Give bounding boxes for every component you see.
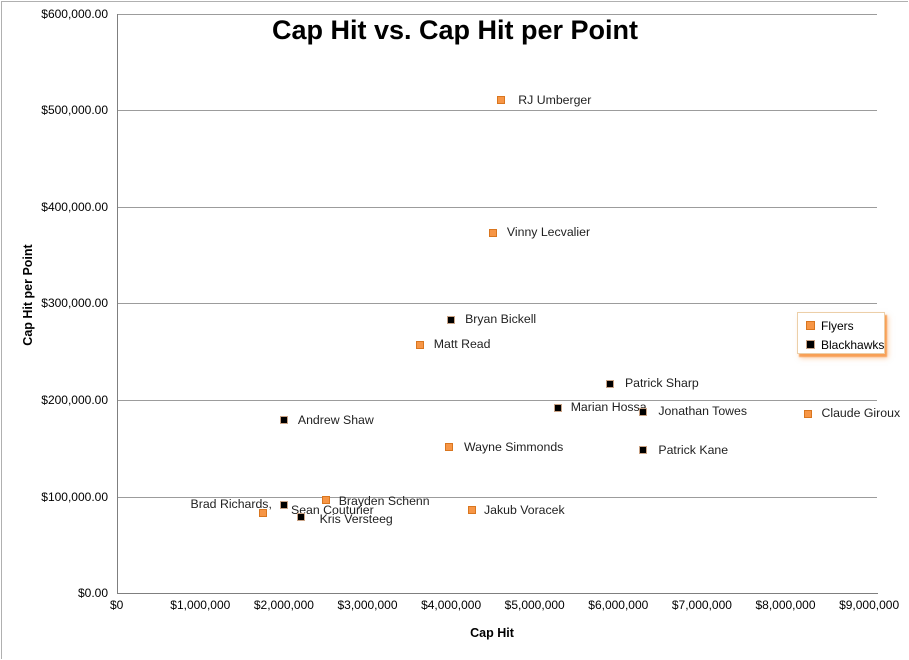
marker-brayden-schenn <box>321 495 330 504</box>
label-wayne-simmonds: Wayne Simmonds <box>464 439 564 454</box>
x-tick-label: $6,000,000 <box>588 598 649 612</box>
chart-border-top <box>1 1 908 2</box>
x-tick-label: $4,000,000 <box>421 598 482 612</box>
marker-patrick-sharp <box>605 379 614 388</box>
label-patrick-sharp: Patrick Sharp <box>624 376 699 391</box>
y-gridline-200000 <box>116 400 877 402</box>
y-gridline-500000 <box>116 110 877 112</box>
label-marian-hossa: Marian Hossa <box>570 400 647 415</box>
label-jonathan-towes: Jonathan Towes <box>658 404 748 419</box>
legend-swatch-flyers <box>806 321 815 330</box>
x-axis-line <box>116 593 878 595</box>
marker-sean-couturier <box>259 509 267 518</box>
marker-jakub-voracek <box>468 506 476 515</box>
x-tick-label: $0 <box>110 598 124 612</box>
y-gridline-600000 <box>116 13 877 15</box>
marker-matt-read <box>415 340 424 349</box>
legend-swatch-blackhawks <box>806 340 815 349</box>
marker-brad-richards <box>279 501 288 510</box>
chart-title: Cap Hit vs. Cap Hit per Point <box>271 15 639 45</box>
legend-label-flyers: Flyers <box>821 318 854 333</box>
x-tick-label: $2,000,000 <box>253 598 314 612</box>
label-jakub-voracek: Jakub Voracek <box>484 502 565 517</box>
marker-marian-hossa <box>553 403 562 412</box>
marker-claude-giroux <box>804 409 813 418</box>
y-axis-line <box>116 13 118 594</box>
marker-bryan-bickell <box>447 315 456 324</box>
x-tick-label: $3,000,000 <box>337 598 398 612</box>
y-tick-label: $100,000.00 <box>41 489 108 504</box>
chart-border-left <box>1 1 2 659</box>
legend: Flyers Blackhawks <box>797 312 885 354</box>
marker-andrew-shaw <box>279 416 288 425</box>
x-tick-label: $1,000,000 <box>170 598 231 612</box>
y-gridline-400000 <box>116 206 877 208</box>
legend-label-blackhawks: Blackhawks <box>821 337 885 352</box>
x-tick-label: $9,000,000 <box>839 598 900 612</box>
marker-jonathan-towes <box>639 407 648 416</box>
y-tick-label: $200,000.00 <box>41 393 108 408</box>
marker-vinny-lecvalier <box>488 228 497 237</box>
y-tick-label: $500,000.00 <box>41 103 108 118</box>
label-rj-umberger: RJ Umberger <box>518 92 592 107</box>
x-axis-title: Cap Hit <box>470 626 514 640</box>
label-patrick-kane: Patrick Kane <box>658 442 729 457</box>
y-gridline-300000 <box>116 303 877 305</box>
legend-item-blackhawks: Blackhawks <box>798 335 884 354</box>
x-tick-label: $7,000,000 <box>671 598 732 612</box>
label-claude-giroux: Claude Giroux <box>821 406 901 421</box>
label-vinny-lecvalier: Vinny Lecvalier <box>506 225 591 240</box>
x-tick-label: $8,000,000 <box>755 598 816 612</box>
marker-patrick-kane <box>639 446 648 455</box>
label-brad-richards: Brad Richards, <box>190 496 272 511</box>
y-gridline-100000 <box>116 496 877 498</box>
y-tick-label: $0.00 <box>77 586 108 601</box>
label-brayden-schenn: Brayden Schenn <box>338 494 430 509</box>
label-matt-read: Matt Read <box>433 337 491 352</box>
y-tick-label: $600,000.00 <box>41 6 108 21</box>
marker-wayne-simmonds <box>445 443 453 452</box>
legend-item-flyers: Flyers <box>798 316 884 335</box>
x-tick-label: $5,000,000 <box>504 598 565 612</box>
marker-rj-umberger <box>497 96 506 105</box>
marker-kris-versteeg <box>296 512 305 521</box>
label-andrew-shaw: Andrew Shaw <box>297 412 374 427</box>
label-sean-couturier: Sean Couturier <box>291 502 374 517</box>
y-tick-label: $400,000.00 <box>41 199 108 214</box>
label-kris-versteeg: Kris Versteeg <box>319 512 393 527</box>
label-bryan-bickell: Bryan Bickell <box>465 312 537 327</box>
y-tick-label: $300,000.00 <box>41 296 108 311</box>
